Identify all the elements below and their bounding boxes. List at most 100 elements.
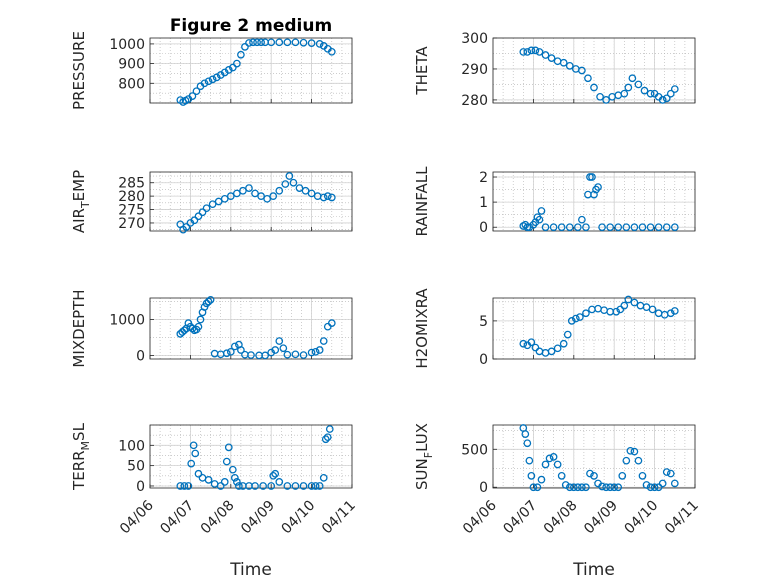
x-tick-label: 04/11 — [662, 498, 702, 538]
data-point — [283, 38, 292, 47]
y-axis-label-part: SL — [70, 422, 88, 441]
data-point — [204, 297, 213, 306]
data-point — [263, 194, 272, 203]
y-axis-label-part: LUX — [413, 423, 431, 452]
data-point — [565, 62, 574, 70]
data-point — [648, 305, 657, 314]
subplot-sun-flux: 0 500 04/06 04/07 04/08 04/09 04/10 04/11 SUNFLU… — [413, 423, 702, 537]
axes-box — [492, 37, 696, 104]
data-point — [541, 460, 550, 469]
axes-box — [149, 171, 353, 232]
data-point — [283, 482, 292, 490]
data-point — [208, 200, 217, 209]
data-point — [584, 74, 592, 83]
y-tick-label: 900 — [118, 57, 145, 73]
data-point — [606, 483, 615, 492]
data-point — [235, 482, 243, 490]
data-point — [636, 301, 645, 310]
x-tick-label: 04/11 — [319, 498, 359, 538]
data-point — [590, 83, 598, 92]
data-point — [249, 38, 257, 47]
data-point — [190, 216, 199, 225]
data-point — [321, 435, 330, 444]
y-axis-label-part: TERR — [70, 450, 88, 491]
data-point — [535, 347, 544, 356]
data-point — [590, 472, 598, 480]
data-point — [212, 73, 221, 82]
data-point — [275, 337, 284, 345]
data-point — [251, 189, 259, 198]
data-point — [319, 473, 328, 482]
data-point — [614, 223, 623, 232]
data-point — [670, 223, 679, 232]
axes-box — [492, 297, 696, 360]
subplot-mixdepth: 0 1000 MIXDEPTH — [70, 289, 353, 368]
data-point — [291, 38, 300, 47]
data-point — [586, 469, 594, 478]
data-point — [654, 483, 663, 492]
data-point — [620, 89, 629, 98]
y-tick-label: 800 — [118, 76, 145, 92]
x-tick-label: 04/07 — [157, 498, 197, 538]
y-tick-label: 300 — [461, 31, 488, 47]
data-point — [521, 430, 530, 438]
axes-box — [492, 171, 696, 232]
data-point — [606, 223, 615, 232]
data-point — [279, 344, 288, 353]
data-point — [561, 481, 570, 489]
data-point — [565, 223, 574, 232]
data-point — [662, 468, 671, 476]
data-point — [578, 483, 586, 492]
x-tick-label: 04/08 — [198, 498, 238, 538]
data-point — [307, 348, 316, 357]
x-axis-label-right: Time — [572, 560, 615, 580]
x-tick-label: 04/06 — [117, 497, 157, 537]
data-point — [230, 473, 239, 482]
data-point — [269, 192, 278, 200]
data-point — [531, 343, 540, 352]
y-axis-label: TERRMSL — [70, 422, 92, 491]
data-point — [176, 482, 185, 490]
data-point — [670, 479, 679, 488]
data-point — [245, 39, 253, 47]
data-point — [602, 483, 610, 492]
data-point — [311, 347, 320, 356]
y-axis-label-subscript: M — [79, 441, 92, 451]
data-point — [547, 54, 556, 62]
data-point — [291, 482, 300, 490]
data-point — [537, 207, 546, 215]
data-point — [228, 63, 237, 72]
data-point — [630, 447, 639, 456]
x-tick-label: 04/10 — [622, 498, 662, 538]
data-point — [578, 66, 586, 75]
subplot-terr-msl: 0 50 100 04/06 04/07 04/08 04/09 04/10 04/11 TERR… — [70, 422, 359, 537]
y-tick-label: 0 — [479, 352, 488, 368]
data-point — [634, 80, 643, 89]
data-point — [660, 310, 669, 319]
data-point — [624, 295, 633, 304]
y-axis-label: RAINFALL — [413, 166, 431, 237]
data-point — [640, 86, 649, 95]
y-tick-label: 0 — [136, 348, 145, 364]
y-tick-label: 1 — [479, 195, 488, 211]
data-point — [327, 47, 336, 56]
data-point — [275, 38, 284, 47]
data-point — [646, 89, 655, 98]
data-point — [307, 482, 316, 490]
data-point — [245, 184, 253, 192]
data-point — [226, 347, 235, 356]
data-point — [565, 483, 574, 492]
data-point — [582, 483, 590, 492]
data-point — [596, 92, 604, 101]
data-point — [626, 446, 635, 455]
data-point — [588, 305, 596, 314]
data-point — [319, 193, 328, 202]
y-tick-label: 100 — [118, 438, 145, 454]
data-point — [523, 439, 532, 448]
data-point — [208, 75, 217, 84]
data-point — [612, 307, 621, 316]
x-tick-label: 04/10 — [279, 498, 319, 538]
data-point — [191, 449, 200, 458]
